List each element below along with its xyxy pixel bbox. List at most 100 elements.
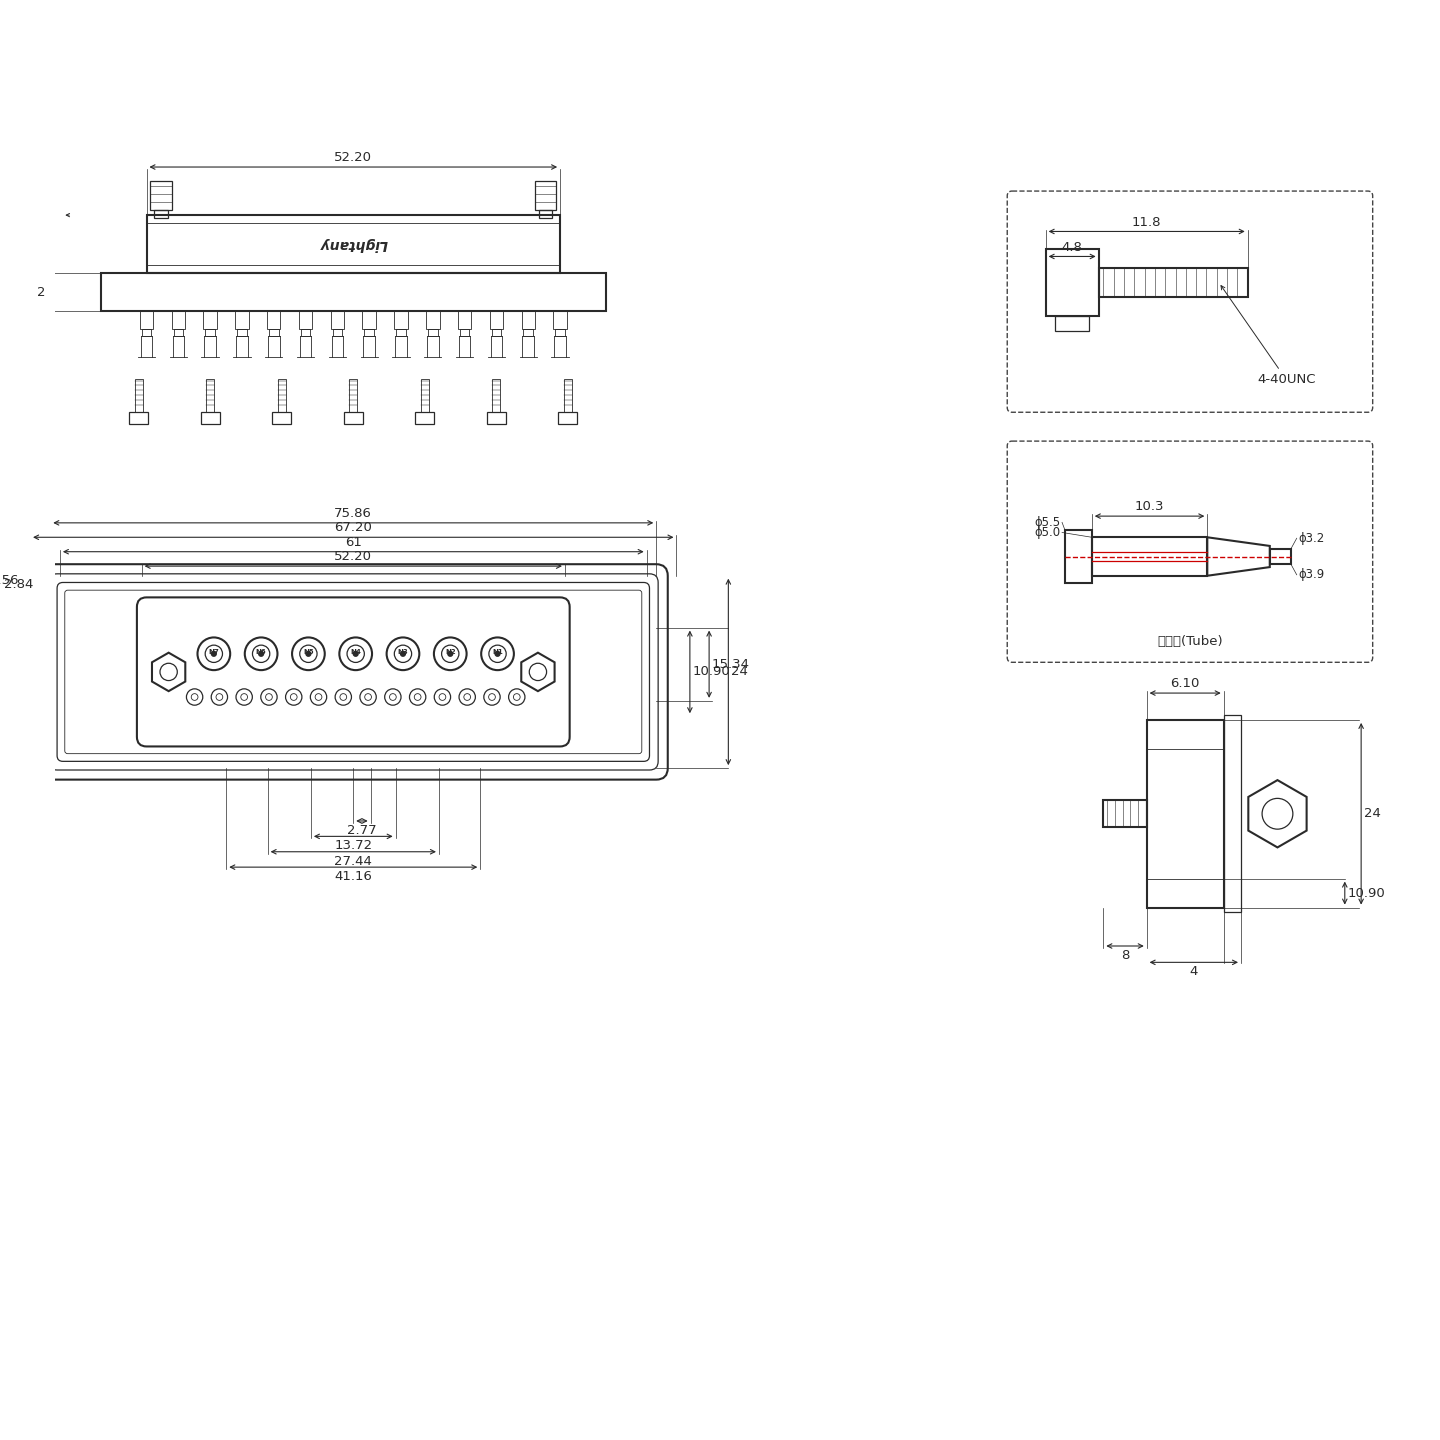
Bar [141,328,151,337]
Bar [363,311,376,328]
Bar [539,210,553,217]
Text: 6.10: 6.10 [1171,677,1200,690]
Text: 67.20: 67.20 [334,521,372,534]
Bar [331,311,344,328]
Bar [301,328,311,337]
Bar [415,412,435,423]
Bar [1270,549,1290,564]
Text: 15.34: 15.34 [711,658,750,671]
Bar [300,311,312,328]
Bar [206,328,215,337]
Text: 2.84: 2.84 [4,579,33,592]
Bar [278,379,285,412]
Text: 8: 8 [1120,949,1129,962]
Bar [344,412,363,423]
Text: N7: N7 [209,649,219,655]
Text: 2.77: 2.77 [347,824,377,837]
Bar [101,272,606,311]
Bar [1103,801,1146,827]
Text: 41.16: 41.16 [334,870,372,883]
Bar [1092,537,1207,576]
Bar [1224,716,1241,913]
Bar [1066,530,1092,583]
Bar [492,379,500,412]
Bar [206,379,215,412]
Bar [564,379,572,412]
Bar [396,328,406,337]
Text: N5: N5 [302,649,314,655]
Circle shape [259,651,264,657]
Bar [426,311,439,328]
Circle shape [448,651,452,657]
Text: 4: 4 [1189,965,1198,978]
Text: 11.8: 11.8 [1132,216,1162,229]
Bar [200,412,220,423]
Bar [171,311,186,328]
Bar [1099,268,1247,297]
Bar [487,412,505,423]
Text: N3: N3 [397,649,409,655]
Bar [269,328,278,337]
Bar [1056,317,1089,331]
Bar [272,412,291,423]
Text: 4-40UNC: 4-40UNC [1221,285,1316,386]
Text: 2: 2 [36,285,45,298]
Text: 10.90: 10.90 [693,665,730,678]
Bar [238,328,246,337]
Circle shape [307,651,311,657]
Bar [458,311,471,328]
Bar [266,311,281,328]
Bar [420,379,429,412]
Text: N4: N4 [350,649,361,655]
Bar [556,328,564,337]
Circle shape [212,651,216,657]
Bar [135,379,143,412]
Text: 27.44: 27.44 [334,854,372,868]
Text: N1: N1 [492,649,503,655]
Bar [147,215,560,272]
Bar [174,328,183,337]
Bar [459,328,469,337]
Bar [559,412,577,423]
Bar [395,311,408,328]
Text: ϕ3.9: ϕ3.9 [1299,569,1325,582]
Bar [1146,720,1224,907]
Bar [553,311,567,328]
Text: 24: 24 [732,665,749,678]
Text: N2: N2 [445,649,455,655]
Bar [154,210,167,217]
Text: 10.90: 10.90 [1348,887,1385,900]
Text: Lightany: Lightany [320,238,387,251]
Bar [350,379,357,412]
Text: 52.20: 52.20 [334,550,373,563]
Bar [235,311,249,328]
Bar [333,328,343,337]
Bar [523,328,533,337]
Bar [490,311,503,328]
Text: 52.20: 52.20 [334,151,373,164]
Text: 61: 61 [344,536,361,549]
Bar [428,328,438,337]
Text: ϕ5.0: ϕ5.0 [1034,526,1060,539]
Bar [364,328,374,337]
Text: 75.86: 75.86 [334,507,372,520]
Text: 10.3: 10.3 [1135,500,1165,513]
Text: 4.8: 4.8 [1061,240,1083,253]
Text: 1.56: 1.56 [0,575,19,588]
Text: 24: 24 [1364,808,1381,821]
Bar [1045,249,1099,317]
Text: ϕ3.2: ϕ3.2 [1299,531,1325,544]
Bar [150,181,171,210]
Circle shape [353,651,359,657]
Bar [521,311,536,328]
Text: N6: N6 [256,649,266,655]
Text: 13.72: 13.72 [334,840,373,852]
Bar [203,311,217,328]
Circle shape [400,651,406,657]
Bar [130,412,148,423]
Circle shape [495,651,500,657]
Bar [491,328,501,337]
Bar [536,181,556,210]
Text: ϕ5.5: ϕ5.5 [1034,516,1060,528]
Bar [140,311,153,328]
